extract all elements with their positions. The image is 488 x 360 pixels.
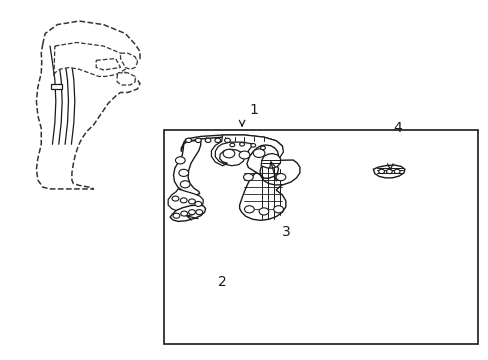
Circle shape [250, 144, 255, 147]
Circle shape [180, 198, 187, 203]
Polygon shape [246, 145, 299, 185]
Circle shape [229, 143, 234, 147]
Polygon shape [170, 205, 205, 221]
Polygon shape [117, 73, 135, 85]
Circle shape [204, 138, 210, 143]
Text: 2: 2 [217, 275, 226, 289]
Circle shape [243, 174, 253, 181]
Circle shape [244, 206, 254, 213]
Text: 1: 1 [249, 103, 258, 117]
Polygon shape [51, 84, 62, 89]
Text: 3: 3 [281, 225, 289, 239]
Circle shape [378, 169, 384, 174]
Polygon shape [54, 42, 127, 76]
Circle shape [175, 157, 185, 164]
Circle shape [195, 138, 201, 143]
Circle shape [273, 206, 283, 213]
Circle shape [223, 149, 234, 158]
Bar [164, 130, 477, 344]
Circle shape [181, 211, 187, 216]
Circle shape [188, 210, 195, 215]
Circle shape [259, 208, 268, 215]
Polygon shape [372, 165, 404, 178]
Polygon shape [96, 59, 120, 70]
Circle shape [239, 143, 244, 146]
Circle shape [179, 169, 188, 176]
Circle shape [253, 149, 264, 157]
Circle shape [214, 138, 220, 143]
Polygon shape [120, 53, 137, 69]
Circle shape [195, 202, 201, 206]
Text: 4: 4 [392, 121, 401, 135]
Polygon shape [173, 140, 201, 195]
Polygon shape [168, 189, 203, 211]
Circle shape [260, 146, 265, 150]
Circle shape [188, 199, 195, 204]
Polygon shape [181, 135, 282, 158]
Circle shape [196, 210, 202, 215]
Polygon shape [211, 135, 283, 166]
Polygon shape [36, 21, 140, 189]
Circle shape [276, 174, 285, 181]
Circle shape [393, 169, 399, 174]
Circle shape [173, 213, 180, 218]
Polygon shape [261, 154, 280, 168]
Circle shape [172, 196, 179, 201]
Polygon shape [239, 165, 285, 220]
Circle shape [180, 181, 190, 188]
Circle shape [386, 169, 391, 174]
Circle shape [239, 151, 249, 159]
Circle shape [224, 138, 230, 143]
Circle shape [185, 138, 191, 143]
